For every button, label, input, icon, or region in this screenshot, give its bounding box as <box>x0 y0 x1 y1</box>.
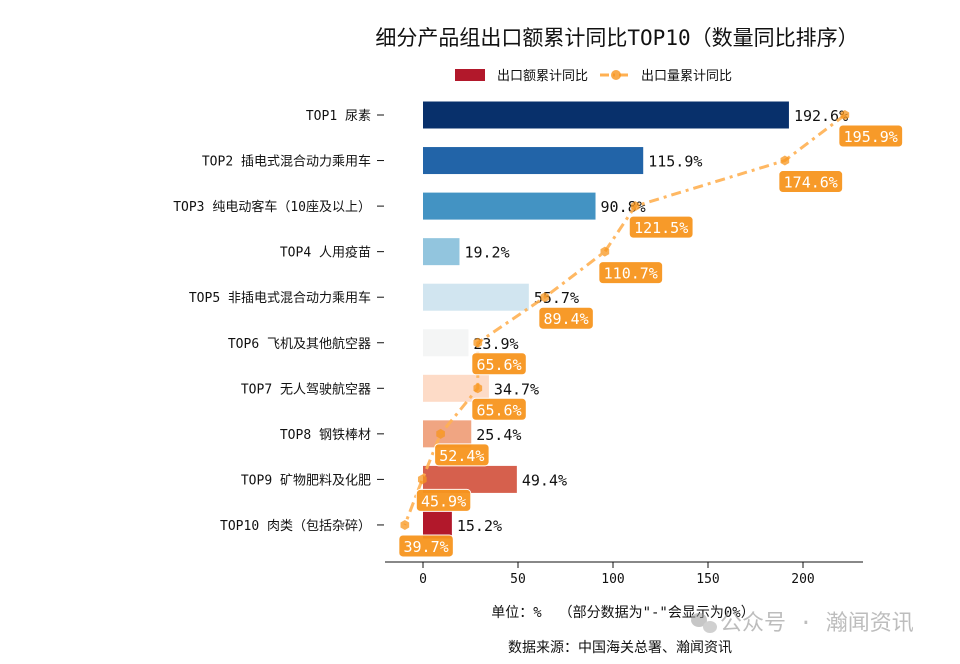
line-marker <box>630 201 640 212</box>
y-tick-label: TOP5 非插电式混合动力乘用车 <box>189 290 371 306</box>
bar <box>423 465 517 493</box>
line-value-label: 89.4% <box>544 310 589 328</box>
line-value-label: 45.9% <box>421 492 466 510</box>
line-value-label: 65.6% <box>476 356 521 374</box>
line-marker <box>417 474 427 485</box>
legend-bar-swatch <box>455 69 485 81</box>
bar <box>423 147 644 175</box>
y-tick-label: TOP8 钢铁棒材 <box>280 428 371 443</box>
bar-value-label: 34.7% <box>494 380 539 398</box>
bar-value-label: 49.4% <box>522 471 567 489</box>
line-marker <box>473 383 483 394</box>
y-tick-label: TOP9 矿物肥料及化肥 <box>241 473 371 488</box>
x-tick-label: 200 <box>791 572 814 587</box>
line-value-box <box>471 352 527 376</box>
line-value-box <box>415 488 472 512</box>
legend-bar-label: 出口额累计同比 <box>497 69 588 84</box>
y-tick-label: TOP7 无人驾驶航空器 <box>241 381 371 397</box>
bar <box>423 238 460 266</box>
line-value-label: 195.9% <box>844 128 898 146</box>
line-marker <box>473 337 483 348</box>
line-marker <box>600 246 610 257</box>
line-marker <box>840 110 850 120</box>
line-value-box <box>398 534 454 558</box>
y-tick-label: TOP10 肉类（包括杂碎） <box>220 519 371 534</box>
line-value-box <box>598 261 664 285</box>
chart-title: 细分产品组出口额累计同比TOP10（数量同比排序） <box>375 26 858 50</box>
bar <box>423 511 452 539</box>
legend-line-label: 出口量累计同比 <box>641 69 732 84</box>
bar-value-label: 23.9% <box>473 335 518 353</box>
legend: 出口额累计同比 出口量累计同比 <box>455 69 732 84</box>
line-value-label: 121.5% <box>634 219 688 237</box>
bar <box>423 192 596 220</box>
y-tick-label: TOP3 纯电动客车（10座及以上） <box>173 199 371 215</box>
bar-value-label: 25.4% <box>476 426 521 444</box>
series-line <box>403 113 846 526</box>
bar <box>423 101 789 129</box>
line-marker <box>780 155 790 166</box>
line-value-box <box>434 443 490 467</box>
watermark: 公众号 · 瀚闻资讯 <box>691 611 914 636</box>
source-note: 数据来源：中国海关总署、瀚闻资讯 <box>508 640 732 656</box>
line-value-label: 39.7% <box>404 538 449 556</box>
legend-line-marker <box>611 70 621 80</box>
line-value-box <box>471 397 527 421</box>
bar <box>423 283 529 311</box>
bar-value-label: 15.2% <box>457 517 502 535</box>
y-tick-label: TOP4 人用疫苗 <box>280 245 371 261</box>
line-value-box <box>628 215 694 239</box>
x-tick-label: 50 <box>510 572 526 587</box>
line-value-label: 110.7% <box>604 265 658 283</box>
y-tick-label: TOP6 飞机及其他航空器 <box>228 336 371 352</box>
x-axis-label: 单位：% （部分数据为"-"会显示为0%） <box>491 605 754 621</box>
line-value-box <box>778 170 844 194</box>
x-tick-label: 100 <box>601 572 624 587</box>
bar-value-label: 192.6% <box>794 107 848 125</box>
line-marker <box>436 428 445 439</box>
line-value-label: 65.6% <box>476 401 521 419</box>
wechat-icon <box>691 613 717 633</box>
line-value-label: 174.6% <box>784 174 838 192</box>
line-marker <box>540 292 550 303</box>
x-tick-label: 150 <box>696 572 719 587</box>
line-marker <box>400 519 410 530</box>
line-value-label: 52.4% <box>439 447 484 465</box>
y-tick-label: TOP1 尿素 <box>306 109 371 124</box>
bar <box>423 329 469 357</box>
y-tick-label: TOP2 插电式混合动力乘用车 <box>202 154 371 170</box>
line-value-box <box>538 306 594 330</box>
line-value-box <box>838 124 904 148</box>
bar-value-label: 115.9% <box>648 153 702 171</box>
bar-value-label: 19.2% <box>464 244 509 262</box>
watermark-text: 公众号 · 瀚闻资讯 <box>720 611 914 636</box>
x-tick-label: 0 <box>419 572 427 587</box>
